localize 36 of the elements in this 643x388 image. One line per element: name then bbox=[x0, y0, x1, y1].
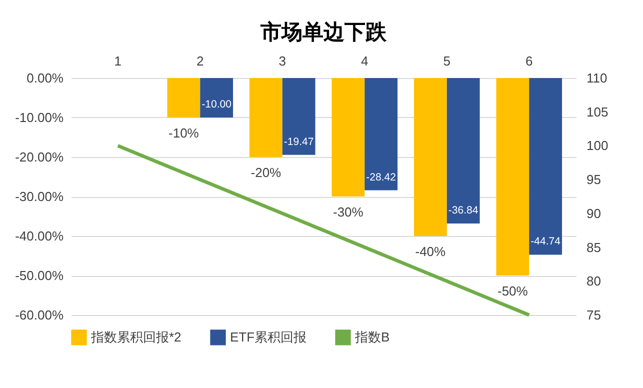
y2-tick-label: 105 bbox=[586, 104, 608, 120]
x-tick-label: 2 bbox=[196, 54, 204, 68]
data-label: -50% bbox=[497, 284, 528, 298]
chart-title: 市场单边下跌 bbox=[260, 20, 388, 44]
y2-tick-label: 110 bbox=[586, 70, 608, 86]
y2-tick-label: 75 bbox=[586, 308, 601, 322]
data-label: -44.74 bbox=[530, 236, 561, 248]
x-tick-label: 4 bbox=[361, 54, 368, 68]
data-label: -28.42 bbox=[366, 171, 396, 184]
legend-label: ETF累积回报 bbox=[230, 329, 307, 344]
y2-tick-label: 80 bbox=[586, 274, 601, 289]
x-tick-label: 3 bbox=[278, 54, 286, 68]
legend-label: 指数B bbox=[354, 329, 390, 344]
y-tick-label: -40.00% bbox=[15, 228, 64, 244]
y2-tick-label: 85 bbox=[586, 240, 601, 255]
x-tick-label: 5 bbox=[443, 54, 450, 68]
x-tick-label: 6 bbox=[526, 54, 533, 68]
x-tick-label: 1 bbox=[114, 54, 122, 68]
data-label: -36.84 bbox=[448, 204, 478, 217]
y2-tick-label: 90 bbox=[586, 206, 601, 221]
y2-tick-label: 100 bbox=[586, 138, 608, 154]
y-tick-label: 0.00% bbox=[26, 70, 64, 86]
y-tick-label: -10.00% bbox=[15, 110, 64, 125]
legend-label: 指数累积回报*2 bbox=[90, 329, 182, 344]
data-label: -10.00 bbox=[202, 98, 232, 110]
y-tick-label: -60.00% bbox=[15, 308, 64, 322]
y-tick-label: -50.00% bbox=[15, 268, 64, 283]
data-label: -30% bbox=[332, 204, 364, 220]
line-series bbox=[116, 144, 531, 317]
y2-tick-label: 95 bbox=[586, 172, 601, 188]
data-label: -19.47 bbox=[284, 136, 314, 148]
y-tick-label: -30.00% bbox=[15, 189, 64, 204]
data-label: -20% bbox=[250, 165, 282, 180]
data-label: -10% bbox=[168, 126, 200, 140]
y-tick-label: -20.00% bbox=[15, 150, 64, 164]
data-label: -40% bbox=[415, 244, 446, 259]
